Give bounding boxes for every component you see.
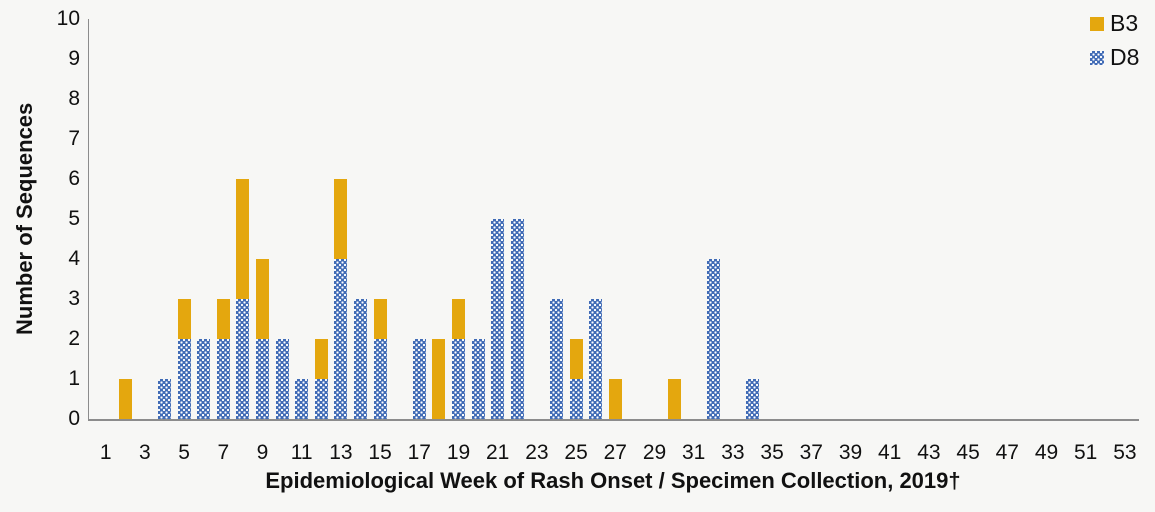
y-tick-label: 2 (68, 327, 80, 350)
x-tick-label: 19 (446, 441, 471, 464)
x-tick-label: 49 (1034, 441, 1059, 464)
bar-segment-b3-week-25 (569, 339, 583, 379)
bar-segment-b3-week-9 (256, 259, 269, 339)
x-axis-line (88, 419, 1139, 421)
x-tick-label: 51 (1074, 441, 1098, 464)
bar-segment-d8-week-26 (589, 299, 603, 419)
bar-segment-d8-week-22 (510, 219, 524, 419)
x-tick-label: 1 (99, 441, 112, 464)
x-tick-label: 21 (486, 441, 510, 464)
bar-segment-b3-week-15 (373, 299, 387, 339)
legend-swatch-d8-icon (1090, 50, 1104, 65)
bar-segment-d8-week-24 (550, 299, 563, 419)
legend-item-b3: B3 (1090, 10, 1139, 37)
bar-segment-d8-week-25 (569, 379, 583, 419)
x-tick-label: 53 (1113, 441, 1137, 464)
x-tick-label: 5 (178, 441, 190, 464)
bar-segment-b3-week-19 (452, 299, 465, 339)
legend-item-d8: D8 (1090, 44, 1139, 71)
bar-segment-d8-week-21 (491, 219, 505, 419)
bar-segment-b3-week-7 (216, 299, 230, 339)
x-tick-label: 15 (368, 441, 392, 464)
x-tick-label: 41 (878, 441, 902, 464)
bar-segment-d8-week-32 (706, 259, 720, 419)
x-tick-label: 47 (995, 441, 1019, 464)
x-tick-label: 3 (139, 441, 151, 464)
x-tick-label: 17 (407, 441, 431, 464)
y-tick-label: 1 (68, 367, 80, 390)
legend-swatch-b3-icon (1090, 16, 1104, 31)
bar-segment-d8-week-6 (197, 339, 211, 419)
bar-segment-b3-week-18 (432, 339, 446, 419)
x-tick-label: 33 (721, 441, 745, 464)
bar-segment-b3-week-27 (608, 379, 622, 419)
bar-segment-b3-week-30 (667, 379, 681, 419)
bar-segment-d8-week-34 (746, 379, 759, 419)
bar-segment-b3-week-5 (177, 299, 191, 339)
y-tick-label: 8 (68, 87, 80, 110)
bar-segment-d8-week-17 (412, 339, 426, 419)
bar-segment-d8-week-10 (275, 339, 289, 419)
x-tick-label: 25 (564, 441, 588, 464)
y-tick-label: 6 (68, 167, 80, 190)
y-axis-line (88, 19, 89, 420)
y-tick-label: 4 (68, 247, 80, 270)
x-tick-label: 23 (525, 441, 549, 464)
x-tick-label: 11 (290, 441, 313, 464)
y-tick-label: 5 (68, 207, 80, 230)
x-axis-title: Epidemiological Week of Rash Onset / Spe… (265, 468, 961, 493)
bar-segment-d8-week-15 (373, 339, 387, 419)
y-tick-label: 9 (68, 47, 80, 70)
x-tick-label: 7 (217, 441, 230, 464)
x-tick-label: 9 (256, 441, 269, 464)
x-tick-label: 27 (603, 441, 627, 464)
x-tick-label: 35 (760, 441, 784, 464)
bar-segment-d8-week-13 (334, 259, 348, 419)
bar-segment-b3-week-8 (236, 179, 250, 299)
x-tick-label: 13 (329, 441, 353, 464)
bar-segment-d8-week-5 (177, 339, 191, 419)
x-tick-label: 29 (642, 441, 667, 464)
bar-segment-d8-week-20 (471, 339, 485, 419)
bar-segment-b3-week-2 (118, 379, 132, 419)
bar-segment-d8-week-7 (216, 339, 230, 419)
legend-label-b3: B3 (1110, 10, 1139, 36)
bar-segment-d8-week-8 (236, 299, 250, 419)
legend-label-d8: D8 (1110, 44, 1140, 70)
y-tick-label: 10 (56, 7, 80, 30)
bar-segment-d8-week-19 (452, 339, 465, 419)
bar-segment-b3-week-12 (314, 339, 328, 379)
bar-segment-d8-week-4 (158, 379, 171, 419)
x-tick-label: 45 (956, 441, 980, 464)
bar-segment-b3-week-13 (334, 179, 348, 259)
x-tick-label: 43 (917, 441, 941, 464)
bar-segment-d8-week-11 (295, 379, 309, 419)
y-tick-label: 7 (68, 127, 80, 150)
y-tick-label: 3 (68, 287, 80, 310)
bar-segment-d8-week-9 (256, 339, 269, 419)
x-tick-label: 39 (838, 441, 863, 464)
x-tick-label: 37 (799, 441, 823, 464)
legend: B3 D8 (1090, 10, 1139, 71)
x-tick-label: 31 (682, 441, 706, 464)
bar-segment-d8-week-14 (354, 299, 367, 419)
bar-segment-d8-week-12 (314, 379, 328, 419)
y-tick-label: 0 (68, 407, 80, 430)
